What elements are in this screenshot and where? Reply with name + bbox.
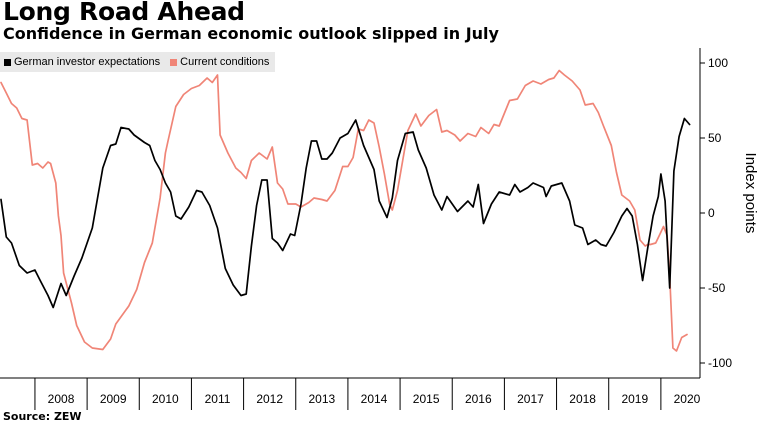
x-tick-label-2015: 2015 xyxy=(413,392,440,406)
legend-item-current-conditions: Current conditions xyxy=(170,56,269,68)
legend-label-current-conditions: Current conditions xyxy=(180,56,270,68)
x-tick-label-2018: 2018 xyxy=(569,392,596,406)
legend-swatch-current-conditions xyxy=(170,58,178,66)
x-tick-label-2012: 2012 xyxy=(256,392,283,406)
x-tick-label-2009: 2009 xyxy=(100,392,127,406)
legend-label-expectations: German investor expectations xyxy=(14,56,161,68)
y-tick-label-0: 0 xyxy=(708,206,715,220)
source-note: Source: ZEW xyxy=(3,410,82,423)
y-axis-title: Index points xyxy=(742,153,759,234)
x-tick-label-2008: 2008 xyxy=(48,392,75,406)
x-tick-label-2019: 2019 xyxy=(621,392,648,406)
x-tick-label-2016: 2016 xyxy=(465,392,492,406)
chart-legend: German investor expectations Current con… xyxy=(0,52,276,72)
x-tick-label-2013: 2013 xyxy=(308,392,335,406)
series-line-expectations xyxy=(0,117,691,309)
x-tick-label-2011: 2011 xyxy=(205,392,231,406)
chart-title: Long Road Ahead xyxy=(3,0,245,26)
x-tick-label-2014: 2014 xyxy=(361,392,388,406)
y-tick-label--100: -100 xyxy=(708,356,732,370)
legend-swatch-expectations xyxy=(4,58,11,66)
y-tick-label--50: -50 xyxy=(708,281,726,295)
x-tick-label-2017: 2017 xyxy=(517,392,544,406)
legend-item-expectations: German investor expectations xyxy=(4,56,160,68)
series-line-current-conditions xyxy=(0,69,688,352)
y-tick-label-50: 50 xyxy=(708,131,722,145)
x-tick-label-2020: 2020 xyxy=(674,392,701,406)
chart-subtitle: Confidence in German economic outlook sl… xyxy=(3,24,499,43)
x-tick-label-2010: 2010 xyxy=(152,392,179,406)
y-tick-label-100: 100 xyxy=(708,56,728,70)
